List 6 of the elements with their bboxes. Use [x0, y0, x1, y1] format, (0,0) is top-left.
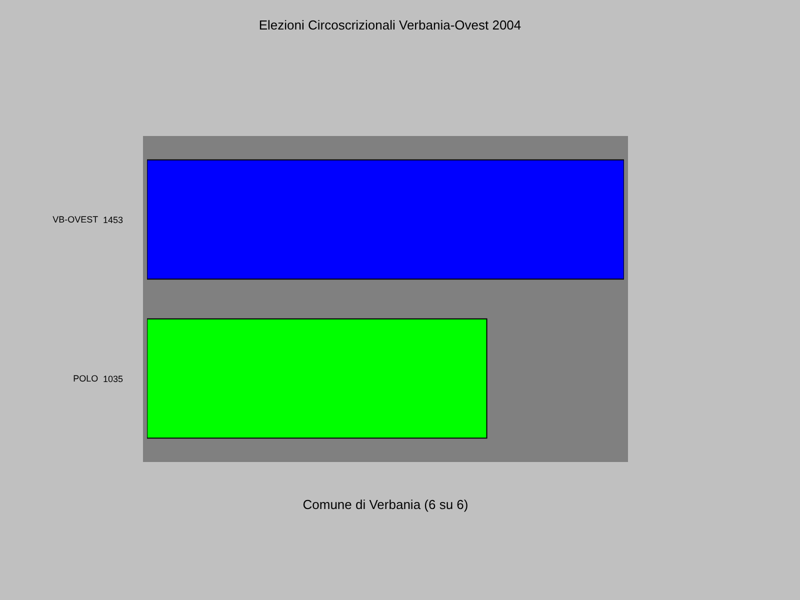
- y-tick-label: VB-OVEST: [52, 214, 99, 225]
- x-axis-title: Comune di Verbania (6 su 6): [302, 497, 468, 512]
- data-label: 1035: [103, 374, 124, 384]
- data-label: 1453: [103, 215, 124, 225]
- chart-title: Elezioni Circoscrizionali Verbania-Ovest 2004: [258, 18, 522, 33]
- y-tick-label: POLO: [73, 374, 98, 384]
